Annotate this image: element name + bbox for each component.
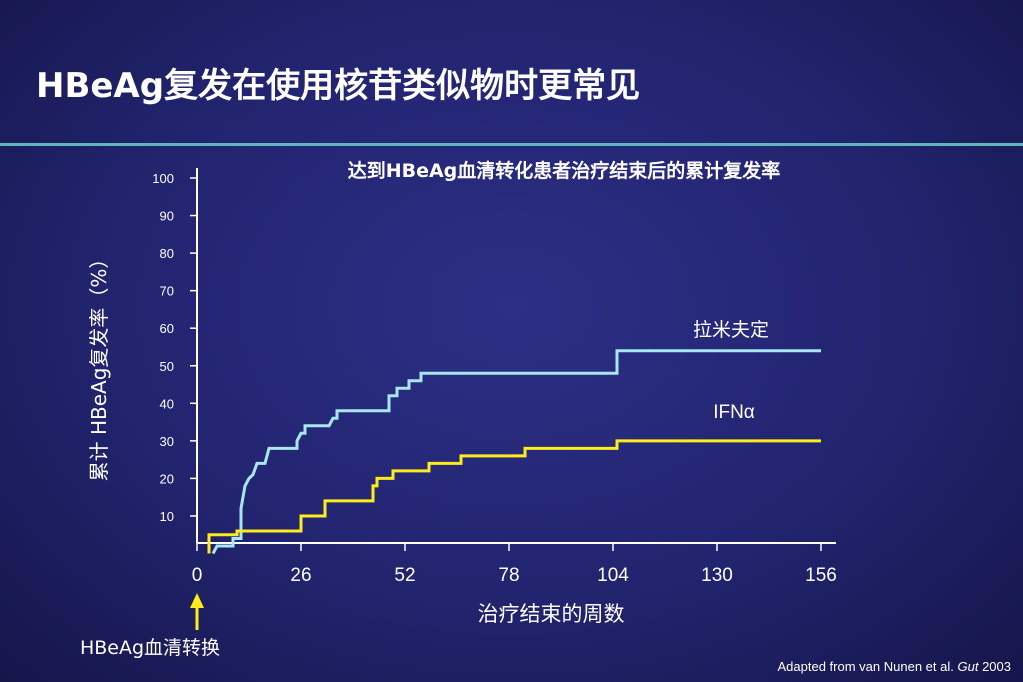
title-divider	[0, 143, 1023, 146]
chart-title: 达到HBeAg血清转化患者治疗结束后的累计复发率	[348, 159, 781, 182]
ifn-series-line	[207, 439, 821, 554]
seroconversion-arrow-head	[190, 593, 204, 608]
y-tick-label: 80	[160, 246, 174, 261]
citation-prefix: Adapted from van Nunen et al.	[777, 659, 954, 674]
lamivudine-series-line	[211, 349, 821, 555]
x-tick-label: 156	[805, 565, 837, 586]
y-tick-label: 100	[152, 171, 174, 186]
ifn-series-label: IFNα	[713, 402, 755, 423]
seroconversion-label: HBeAg血清转换	[80, 637, 220, 659]
x-axis-label: 治疗结束的周数	[478, 602, 625, 626]
slide-title: HBeAg复发在使用核苷类似物时更常见	[36, 66, 641, 106]
x-tick-label: 130	[701, 565, 733, 586]
y-tick-label: 90	[160, 209, 174, 224]
y-tick-label: 30	[160, 434, 174, 449]
x-tick-label: 52	[394, 565, 415, 586]
lamivudine-series-label: 拉米夫定	[693, 319, 769, 341]
y-tick-label: 10	[160, 509, 174, 524]
y-tick-label: 60	[160, 321, 174, 336]
x-tick-label: 104	[597, 565, 629, 586]
citation-journal: Gut	[957, 659, 979, 674]
x-tick-label: 26	[290, 565, 311, 586]
citation-year: 2003	[982, 659, 1011, 674]
x-tick-label: 78	[498, 565, 519, 586]
y-tick-label: 20	[160, 471, 174, 486]
y-tick-label: 40	[160, 396, 174, 411]
y-tick-label: 50	[160, 359, 174, 374]
citation: Adapted from van Nunen et al. Gut 2003	[778, 659, 1011, 674]
y-tick-label: 70	[160, 284, 174, 299]
y-axis-label: 累计 HBeAg复发率（%）	[87, 249, 111, 482]
x-tick-label: 0	[192, 565, 203, 586]
